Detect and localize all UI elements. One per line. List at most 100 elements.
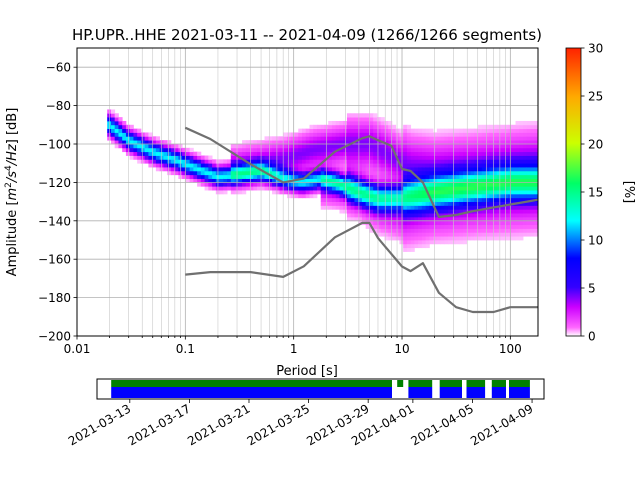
heatmap-cell: [485, 132, 490, 137]
heatmap-cell: [448, 193, 453, 199]
heatmap-cell: [208, 159, 213, 164]
heatmap-cell: [384, 209, 389, 214]
heatmap-cell: [403, 128, 408, 133]
heatmap-cell: [298, 170, 303, 176]
heatmap-cell: [346, 159, 352, 164]
heatmap-cell: [504, 155, 509, 160]
heatmap-cell: [436, 224, 442, 229]
heatmap-cell: [444, 132, 449, 137]
heatmap-cell: [290, 163, 295, 168]
heatmap-cell: [365, 216, 370, 222]
heatmap-cell: [346, 136, 352, 141]
heatmap-cell: [500, 201, 505, 206]
heatmap-cell: [496, 209, 501, 214]
heatmap-cell: [335, 186, 340, 191]
heatmap-cell: [148, 136, 153, 141]
heatmap-cell: [414, 132, 419, 137]
heatmap-cell: [500, 236, 505, 241]
heatmap-cell: [182, 151, 187, 156]
heatmap-cell: [302, 174, 307, 179]
heatmap-cell: [163, 147, 168, 153]
heatmap-cell: [403, 240, 408, 245]
heatmap-cell: [489, 186, 494, 191]
heatmap-cell: [260, 170, 265, 176]
heatmap-cell: [223, 190, 228, 195]
heatmap-cell: [500, 163, 505, 168]
heatmap-cell: [380, 209, 385, 214]
heatmap-cell: [185, 170, 191, 176]
heatmap-cell: [320, 167, 325, 172]
heatmap-cell: [305, 147, 310, 153]
heatmap-cell: [328, 182, 333, 187]
heatmap-cell: [511, 190, 516, 195]
heatmap-cell: [238, 174, 243, 179]
heatmap-cell: [290, 155, 295, 160]
heatmap-cell: [406, 170, 412, 176]
heatmap-cell: [493, 216, 498, 222]
heatmap-cell: [478, 167, 483, 172]
heatmap-cell: [395, 213, 400, 218]
heatmap-cell: [395, 236, 400, 241]
heatmap-cell: [526, 182, 531, 187]
heatmap-cell: [290, 132, 295, 137]
heatmap-cell: [474, 178, 479, 183]
heatmap-cell: [395, 201, 400, 206]
heatmap-cell: [463, 186, 468, 191]
heatmap-cell: [421, 136, 427, 141]
heatmap-cell: [331, 197, 337, 202]
heatmap-cell: [474, 144, 479, 149]
y-label-mid: /s: [5, 171, 20, 183]
heatmap-cell: [433, 163, 438, 168]
heatmap-cell: [448, 220, 453, 226]
heatmap-cell: [305, 144, 310, 149]
heatmap-cell: [515, 132, 520, 137]
heatmap-cell: [309, 128, 314, 133]
heatmap-cell: [474, 136, 479, 141]
heatmap-cell: [466, 224, 471, 229]
heatmap-cell: [515, 124, 520, 130]
heatmap-cell: [489, 213, 494, 218]
grid-lines: [76, 48, 538, 336]
heatmap-cell: [388, 216, 393, 222]
heatmap-cell: [526, 209, 531, 214]
heatmap-cell: [403, 224, 408, 229]
heatmap-cell: [515, 174, 520, 179]
heatmap-cell: [391, 236, 397, 241]
heatmap-cell: [526, 163, 531, 168]
heatmap-cell: [410, 182, 415, 187]
heatmap-cell: [418, 159, 423, 164]
heatmap-cell: [403, 193, 408, 199]
heatmap-cell: [133, 136, 138, 141]
heatmap-cell: [418, 197, 423, 202]
heatmap-cell: [174, 159, 179, 164]
heatmap-cell: [511, 151, 516, 156]
heatmap-cell: [414, 193, 419, 199]
heatmap-cell: [380, 232, 385, 237]
heatmap-cell: [264, 147, 269, 153]
heatmap-cell: [448, 209, 453, 214]
heatmap-cell: [493, 136, 498, 141]
heatmap-cell: [523, 193, 528, 199]
heatmap-cell: [249, 155, 254, 160]
heatmap-cell: [414, 178, 419, 183]
heatmap-cell: [137, 144, 142, 149]
heatmap-cell: [526, 174, 531, 179]
heatmap-cell: [410, 159, 415, 164]
heatmap-cell: [459, 224, 464, 229]
heatmap-cell: [515, 140, 520, 145]
heatmap-cell: [433, 232, 438, 237]
heatmap-cell: [290, 136, 295, 141]
heatmap-cell: [279, 136, 284, 141]
heatmap-cell: [373, 167, 378, 172]
heatmap-cell: [500, 159, 505, 164]
heatmap-cell: [421, 228, 427, 233]
heatmap-cell: [463, 224, 468, 229]
heatmap-cell: [391, 167, 397, 172]
heatmap-cell: [361, 216, 367, 222]
heatmap-cell: [137, 140, 142, 145]
heatmap-cell: [478, 220, 483, 226]
heatmap-cell: [440, 236, 445, 241]
heatmap-cell: [485, 236, 490, 241]
heatmap-cell: [212, 167, 217, 172]
heatmap-cell: [170, 151, 176, 156]
